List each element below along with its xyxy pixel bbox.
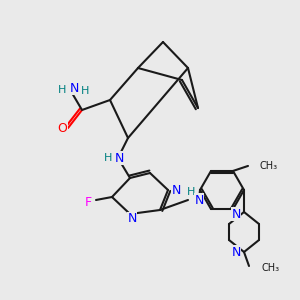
Text: O: O <box>57 122 67 134</box>
Text: N: N <box>231 208 241 220</box>
Text: N: N <box>231 245 241 259</box>
Text: H: H <box>104 153 112 163</box>
Text: CH₃: CH₃ <box>260 161 278 171</box>
Text: H: H <box>187 187 195 197</box>
Text: CH₃: CH₃ <box>261 263 279 273</box>
Text: N: N <box>114 152 124 164</box>
Text: H: H <box>58 85 66 95</box>
Text: H: H <box>81 86 89 96</box>
Text: N: N <box>127 212 137 226</box>
Text: N: N <box>171 184 181 196</box>
Text: N: N <box>194 194 204 206</box>
Text: F: F <box>84 196 92 208</box>
Text: N: N <box>69 82 79 94</box>
